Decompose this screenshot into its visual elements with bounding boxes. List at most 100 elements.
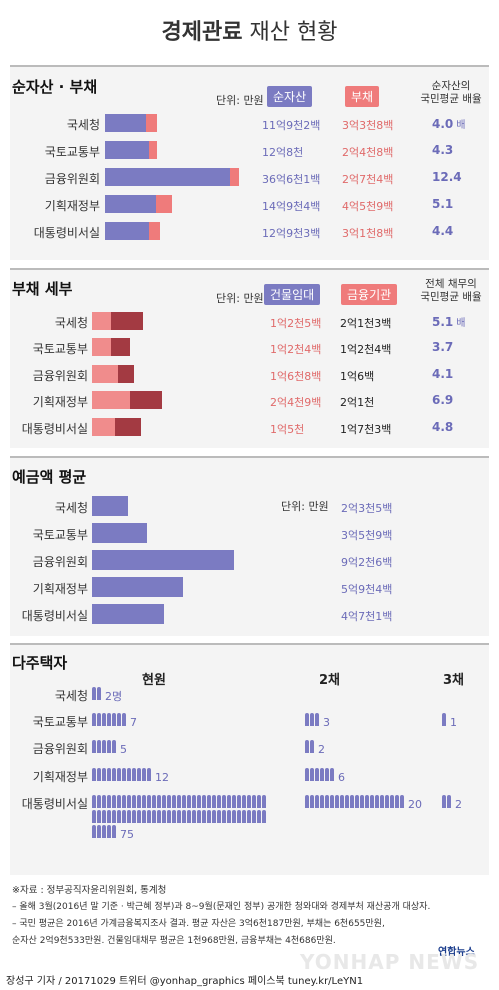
person-icon <box>182 795 186 808</box>
person-icon <box>257 795 261 808</box>
person-icon <box>92 810 96 823</box>
person-icon <box>107 825 111 838</box>
person-icon <box>92 687 96 700</box>
people-2homes: 20 <box>305 795 425 812</box>
person-icon <box>330 768 334 781</box>
person-icon <box>222 795 226 808</box>
person-icon <box>127 768 131 781</box>
person-icon <box>345 795 349 808</box>
person-icon <box>97 768 101 781</box>
person-icon <box>212 795 216 808</box>
people-2homes: 3 <box>305 713 435 730</box>
divider <box>10 268 489 270</box>
count-label: 2 <box>318 743 325 756</box>
value-financial: 1억6백 <box>340 370 375 383</box>
person-icon <box>395 795 399 808</box>
person-icon <box>157 810 161 823</box>
bar-building-lease <box>92 365 118 383</box>
section-title: 부채 세부 <box>12 280 73 298</box>
person-icon <box>305 740 309 753</box>
person-icon <box>142 810 146 823</box>
person-icon <box>330 795 334 808</box>
value-debt: 2억7천4백 <box>342 173 394 186</box>
person-icon <box>365 795 369 808</box>
row-label: 대통령비서실 <box>21 609 88 623</box>
bar-building-lease <box>92 418 115 436</box>
person-icon <box>320 795 324 808</box>
people-current: 7 <box>92 713 292 730</box>
row-label: 기획재정부 <box>44 199 100 213</box>
section-title: 다주택자 <box>12 654 68 672</box>
person-icon <box>122 713 126 726</box>
section-debt-detail <box>10 268 489 448</box>
person-icon <box>262 795 266 808</box>
person-icon <box>102 795 106 808</box>
person-icon <box>117 768 121 781</box>
person-icon <box>112 713 116 726</box>
row-label: 기획재정부 <box>32 770 88 784</box>
people-2homes: 2 <box>305 740 435 757</box>
value-net-assets: 11억9천2백 <box>262 119 321 132</box>
row-label: 국세청 <box>54 501 88 515</box>
value-net-assets: 12억8천 <box>262 146 304 159</box>
person-icon <box>242 795 246 808</box>
bar-deposit <box>92 523 148 543</box>
bar-net-assets <box>105 222 150 240</box>
people-current: 5 <box>92 740 292 757</box>
person-icon <box>127 795 131 808</box>
divider <box>10 643 489 645</box>
person-icon <box>390 795 394 808</box>
bar-building-lease <box>92 391 130 409</box>
person-icon <box>442 795 446 808</box>
person-icon <box>122 795 126 808</box>
count-label: 20 <box>408 798 422 811</box>
bar-deposit <box>92 604 165 624</box>
unit-label: 단위: 만원 <box>281 500 329 513</box>
person-icon <box>257 810 261 823</box>
count-label: 12 <box>155 771 169 784</box>
person-icon <box>102 740 106 753</box>
bar-financial-debt <box>111 312 144 330</box>
person-icon <box>117 795 121 808</box>
person-icon <box>315 768 319 781</box>
count-label: 75 <box>120 828 134 841</box>
person-icon <box>325 795 329 808</box>
person-icon <box>187 795 191 808</box>
person-icon <box>137 768 141 781</box>
row-label: 국토교통부 <box>44 145 100 159</box>
col-header-current: 현원 <box>142 673 166 688</box>
person-icon <box>162 795 166 808</box>
row-label: 금융위원회 <box>32 742 88 756</box>
person-icon <box>117 810 121 823</box>
value-building-lease: 2억4천9백 <box>270 396 322 409</box>
person-icon <box>112 825 116 838</box>
bar-debt <box>230 168 240 186</box>
col-header-3homes: 3채 <box>443 673 465 688</box>
divider <box>10 456 489 458</box>
row-label: 국세청 <box>66 118 100 132</box>
unit-label: 단위: 만원 <box>216 292 264 305</box>
person-icon <box>217 795 221 808</box>
person-icon <box>122 810 126 823</box>
person-icon <box>442 713 446 726</box>
person-icon <box>177 810 181 823</box>
person-icon <box>102 810 106 823</box>
people-current: 12 <box>92 768 292 785</box>
person-icon <box>102 768 106 781</box>
person-icon <box>232 810 236 823</box>
ratio-value: 4.0 배 <box>432 116 465 131</box>
person-icon <box>305 713 309 726</box>
row-label: 금융위원회 <box>32 369 88 383</box>
person-icon <box>102 825 106 838</box>
person-icon <box>97 825 101 838</box>
value-net-assets: 14억9천4백 <box>262 200 321 213</box>
row-label: 국세청 <box>54 316 88 330</box>
row-label: 국토교통부 <box>32 342 88 356</box>
credit-line: 장성구 기자 / 20171029 트위터 @yonhap_graphics 페… <box>6 976 364 987</box>
value-financial: 1억2천4백 <box>340 343 392 356</box>
person-icon <box>237 795 241 808</box>
value-building-lease: 1억6천8백 <box>270 370 322 383</box>
person-icon <box>132 768 136 781</box>
person-icon <box>142 795 146 808</box>
person-icon <box>247 795 251 808</box>
